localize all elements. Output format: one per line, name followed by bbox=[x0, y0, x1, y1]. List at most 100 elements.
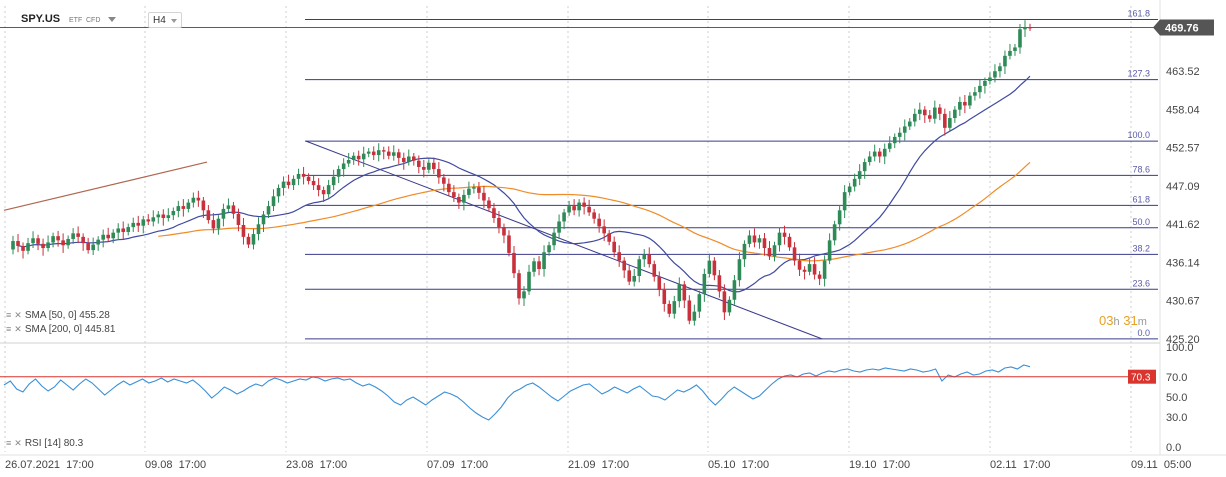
candle-body bbox=[928, 115, 932, 119]
candle-body bbox=[677, 284, 682, 302]
candle-body bbox=[842, 192, 847, 211]
candle-body bbox=[176, 206, 181, 211]
candle-countdown: 03h 31m bbox=[1099, 313, 1147, 328]
candle-body bbox=[938, 107, 942, 114]
symbol-label[interactable]: SPY.US bbox=[21, 13, 61, 25]
candle-body bbox=[96, 239, 100, 245]
candle-body bbox=[507, 235, 511, 253]
candle-body bbox=[572, 206, 576, 211]
candle-body bbox=[953, 109, 957, 119]
candle-body bbox=[281, 181, 286, 188]
drag-handle-icon[interactable]: ≡ bbox=[6, 438, 12, 448]
candle-body bbox=[411, 156, 416, 161]
candle-body bbox=[602, 226, 606, 234]
candle-body bbox=[101, 234, 105, 240]
rsi-tick-label: 50.0 bbox=[1166, 392, 1187, 404]
candle-body bbox=[492, 208, 496, 218]
candle-body bbox=[241, 224, 246, 237]
candle-body bbox=[697, 294, 702, 312]
drag-handle-icon[interactable]: ≡ bbox=[6, 310, 12, 320]
candle-body bbox=[186, 202, 191, 209]
candle-body bbox=[16, 241, 20, 246]
sma50-legend[interactable]: ≡ ✕ SMA [50, 0] 455.28 bbox=[6, 310, 110, 321]
candle-body bbox=[316, 185, 321, 191]
candle-body bbox=[612, 241, 616, 253]
time-tick-label: 05.10 17:00 bbox=[708, 459, 769, 471]
fib-level-label: 0.0 bbox=[1137, 328, 1150, 338]
rsi-legend[interactable]: ≡ ✕ RSI [14] 80.3 bbox=[6, 438, 83, 449]
candle-body bbox=[983, 81, 987, 86]
sma200-label: SMA [200, 0] 445.81 bbox=[24, 324, 116, 335]
fib-level-label: 127.3 bbox=[1127, 69, 1150, 79]
candle-body bbox=[752, 235, 757, 243]
chevron-down-icon bbox=[171, 19, 177, 23]
candle-body bbox=[717, 275, 722, 292]
close-icon[interactable]: ✕ bbox=[14, 310, 22, 320]
candle-body bbox=[737, 259, 742, 281]
candle-body bbox=[968, 95, 972, 106]
candle-body bbox=[201, 200, 206, 211]
candle-body bbox=[46, 242, 50, 249]
candle-body bbox=[812, 264, 817, 275]
candle-body bbox=[892, 136, 897, 144]
candle-body bbox=[552, 232, 556, 246]
timeframe-select[interactable]: H4 bbox=[148, 12, 182, 28]
candle-body bbox=[326, 185, 331, 195]
candle-body bbox=[386, 151, 391, 156]
fib-level-label: 38.2 bbox=[1132, 243, 1150, 253]
candle-body bbox=[81, 236, 85, 244]
rsi-label: RSI [14] 80.3 bbox=[24, 438, 84, 449]
candle-body bbox=[787, 236, 792, 248]
sma50-label: SMA [50, 0] 455.28 bbox=[24, 310, 110, 321]
price-tick-label: 458.04 bbox=[1166, 104, 1200, 116]
candle-body bbox=[306, 176, 311, 181]
countdown-minutes: 31 bbox=[1123, 313, 1138, 328]
candle-body bbox=[166, 215, 171, 218]
candle-body bbox=[732, 280, 737, 300]
close-icon[interactable]: ✕ bbox=[14, 324, 22, 334]
close-icon[interactable]: ✕ bbox=[14, 438, 22, 448]
fib-level-label: 100.0 bbox=[1127, 130, 1150, 140]
candle-body bbox=[772, 245, 777, 257]
candle-body bbox=[617, 252, 621, 261]
candle-body bbox=[862, 162, 867, 172]
candle-body bbox=[722, 291, 727, 313]
candle-body bbox=[472, 187, 476, 189]
candle-body bbox=[707, 260, 712, 274]
candle-body bbox=[36, 238, 40, 244]
candle-body bbox=[827, 240, 832, 261]
candle-body bbox=[191, 197, 196, 203]
price-tick-label: 436.14 bbox=[1166, 257, 1200, 269]
downtrend-line bbox=[305, 140, 823, 340]
candle-body bbox=[692, 311, 697, 321]
candle-body bbox=[61, 240, 65, 246]
fib-level-label: 161.8 bbox=[1127, 8, 1150, 18]
candle-body bbox=[632, 276, 637, 282]
candle-body bbox=[401, 157, 406, 163]
candle-body bbox=[131, 222, 136, 228]
candle-body bbox=[41, 243, 45, 249]
candle-body bbox=[261, 214, 266, 225]
candle-body bbox=[912, 113, 917, 122]
etf-tag: ETF bbox=[69, 17, 83, 24]
symbol-dropdown-icon[interactable] bbox=[108, 17, 116, 22]
time-tick-label: 02.11 17:00 bbox=[990, 459, 1050, 471]
candle-body bbox=[31, 238, 35, 244]
candle-body bbox=[452, 192, 456, 198]
candle-body bbox=[406, 156, 411, 163]
sma200-legend[interactable]: ≡ ✕ SMA [200, 0] 445.81 bbox=[6, 324, 115, 335]
candle-body bbox=[291, 178, 296, 186]
candle-body bbox=[161, 214, 166, 218]
drag-handle-icon[interactable]: ≡ bbox=[6, 324, 12, 334]
candle-body bbox=[857, 171, 862, 179]
candle-body bbox=[943, 113, 947, 128]
candle-body bbox=[371, 151, 376, 156]
candle-body bbox=[657, 276, 662, 290]
candle-body bbox=[467, 188, 471, 195]
candle-body bbox=[948, 118, 952, 128]
price-tick-label: 463.52 bbox=[1166, 66, 1200, 78]
rsi-line bbox=[3, 364, 1031, 421]
candle-body bbox=[311, 180, 316, 186]
time-tick-label: 19.10 17:00 bbox=[849, 459, 910, 471]
